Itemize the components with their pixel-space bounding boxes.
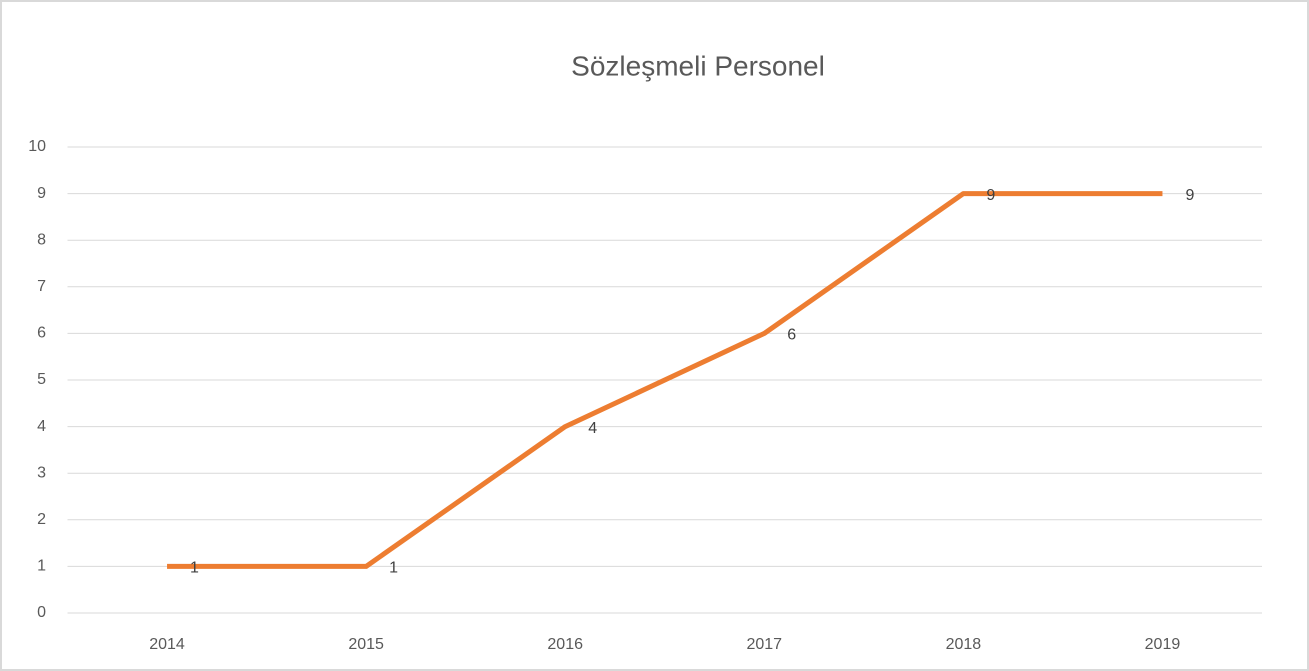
x-tick-label: 2018 [946, 636, 982, 653]
chart-title: Sözleşmeli Personel [571, 50, 825, 81]
data-label: 9 [986, 187, 995, 204]
y-tick-label: 4 [37, 418, 46, 435]
y-tick-label: 0 [37, 604, 46, 621]
y-tick-label: 6 [37, 325, 46, 342]
y-tick-label: 8 [37, 231, 46, 248]
y-tick-label: 5 [37, 371, 46, 388]
x-tick-label: 2014 [149, 636, 185, 653]
y-tick-label: 1 [37, 558, 46, 575]
data-label: 1 [190, 560, 199, 577]
data-label: 6 [787, 327, 796, 344]
y-tick-label: 7 [37, 278, 46, 295]
y-tick-label: 10 [28, 138, 46, 155]
data-label: 4 [588, 420, 597, 437]
data-label: 9 [1185, 187, 1194, 204]
data-label: 1 [389, 560, 398, 577]
x-tick-label: 2017 [746, 636, 782, 653]
x-tick-label: 2019 [1145, 636, 1181, 653]
y-tick-label: 2 [37, 511, 46, 528]
x-tick-label: 2015 [348, 636, 384, 653]
data-line [167, 191, 1163, 569]
y-tick-label: 3 [37, 464, 46, 481]
y-tick-label: 9 [37, 185, 46, 202]
x-tick-label: 2016 [547, 636, 583, 653]
